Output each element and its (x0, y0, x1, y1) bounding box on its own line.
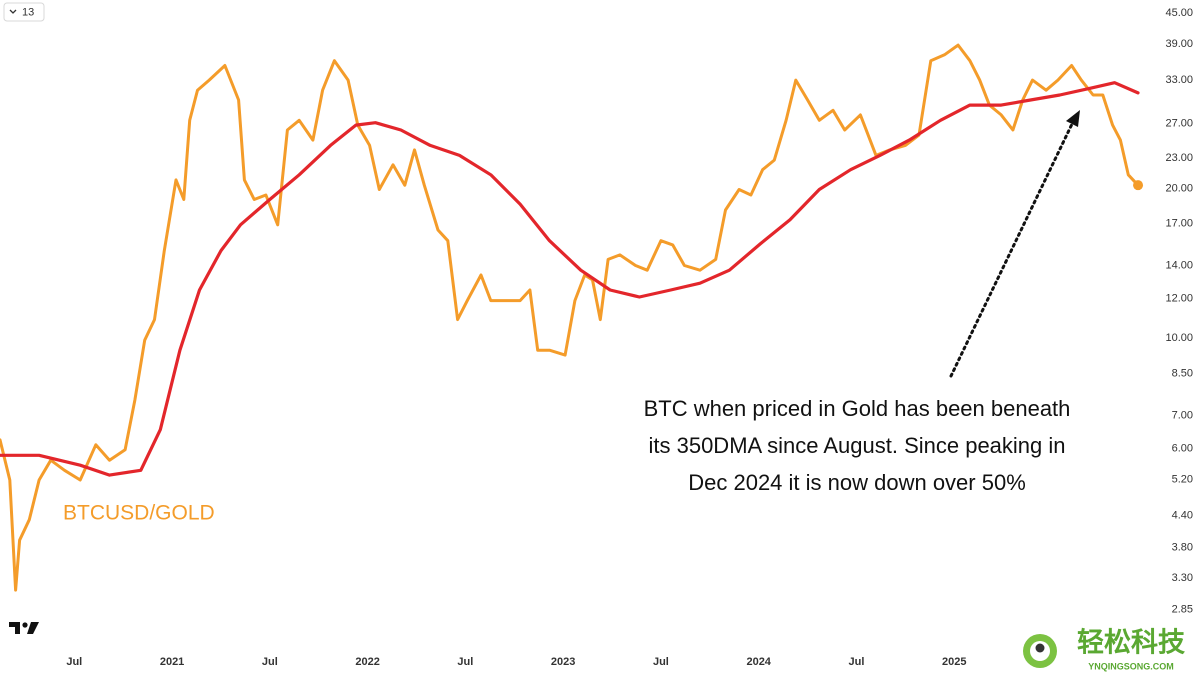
x-tick-label: 2023 (551, 656, 575, 668)
x-tick-label: Jul (849, 656, 865, 668)
y-tick-label: 2.85 (1172, 604, 1193, 616)
interval-label: 13 (22, 6, 34, 18)
x-tick-label: Jul (66, 656, 82, 668)
logo-part (9, 622, 20, 634)
x-tick-label: 2025 (942, 656, 966, 668)
y-tick-label: 6.00 (1172, 443, 1193, 455)
annotation-line: its 350DMA since August. Since peaking i… (648, 433, 1065, 458)
watermark-title: 轻松科技 (1077, 628, 1185, 659)
axis-layer: 45.00 39.00 33.00 27.00 23.00 20.00 17.00 14.00… (66, 7, 1193, 668)
x-tick-label: Jul (262, 656, 278, 668)
x-tick-label: Jul (457, 656, 473, 668)
x-tick-label: 2021 (160, 656, 184, 668)
y-tick-label: 8.50 (1172, 367, 1193, 379)
y-tick-label: 4.40 (1172, 510, 1193, 522)
y-tick-label: 12.00 (1165, 293, 1193, 305)
y-tick-label: 20.00 (1165, 182, 1193, 194)
annotation-line: Dec 2024 it is now down over 50% (688, 470, 1026, 495)
y-tick-label: 14.00 (1165, 259, 1193, 271)
x-tick-label: 2024 (746, 656, 771, 668)
x-tick-label: 2022 (355, 656, 379, 668)
watermark-logo (1035, 643, 1045, 653)
series-label: BTCUSD/GOLD (63, 502, 215, 525)
moving-average-line (0, 81, 1140, 477)
y-tick-label: 3.30 (1172, 572, 1193, 584)
logo-part (22, 622, 28, 628)
y-tick-label: 7.00 (1172, 409, 1193, 421)
y-tick-label: 39.00 (1165, 38, 1193, 50)
y-tick-label: 27.00 (1165, 117, 1193, 129)
x-tick-label: Jul (653, 656, 669, 668)
watermark-url: YNQINGSONG.COM (1088, 661, 1174, 671)
interval-control[interactable]: 13 (3, 2, 45, 22)
y-tick-label: 23.00 (1165, 152, 1193, 164)
tv-logo (9, 622, 39, 634)
line-layer (0, 43, 1144, 592)
y-tick-label: 33.00 (1165, 74, 1193, 86)
annotation-arrow (949, 122, 1074, 378)
y-tick-label: 3.80 (1172, 541, 1193, 553)
interval-box[interactable] (3, 2, 45, 22)
y-tick-label: 10.00 (1165, 332, 1193, 344)
annotation-line: BTC when priced in Gold has been beneath (644, 396, 1071, 421)
chevron (9, 9, 17, 14)
y-tick-label: 17.00 (1165, 217, 1193, 229)
watermark: 轻松科技 YNQINGSONG.COM (1023, 628, 1185, 671)
arrow-head (1066, 110, 1080, 127)
last-point-marker (1133, 180, 1144, 191)
logo-part (27, 622, 39, 634)
y-tick-label: 45.00 (1165, 7, 1193, 19)
y-tick-label: 5.20 (1172, 474, 1193, 486)
price-line (0, 43, 1140, 592)
